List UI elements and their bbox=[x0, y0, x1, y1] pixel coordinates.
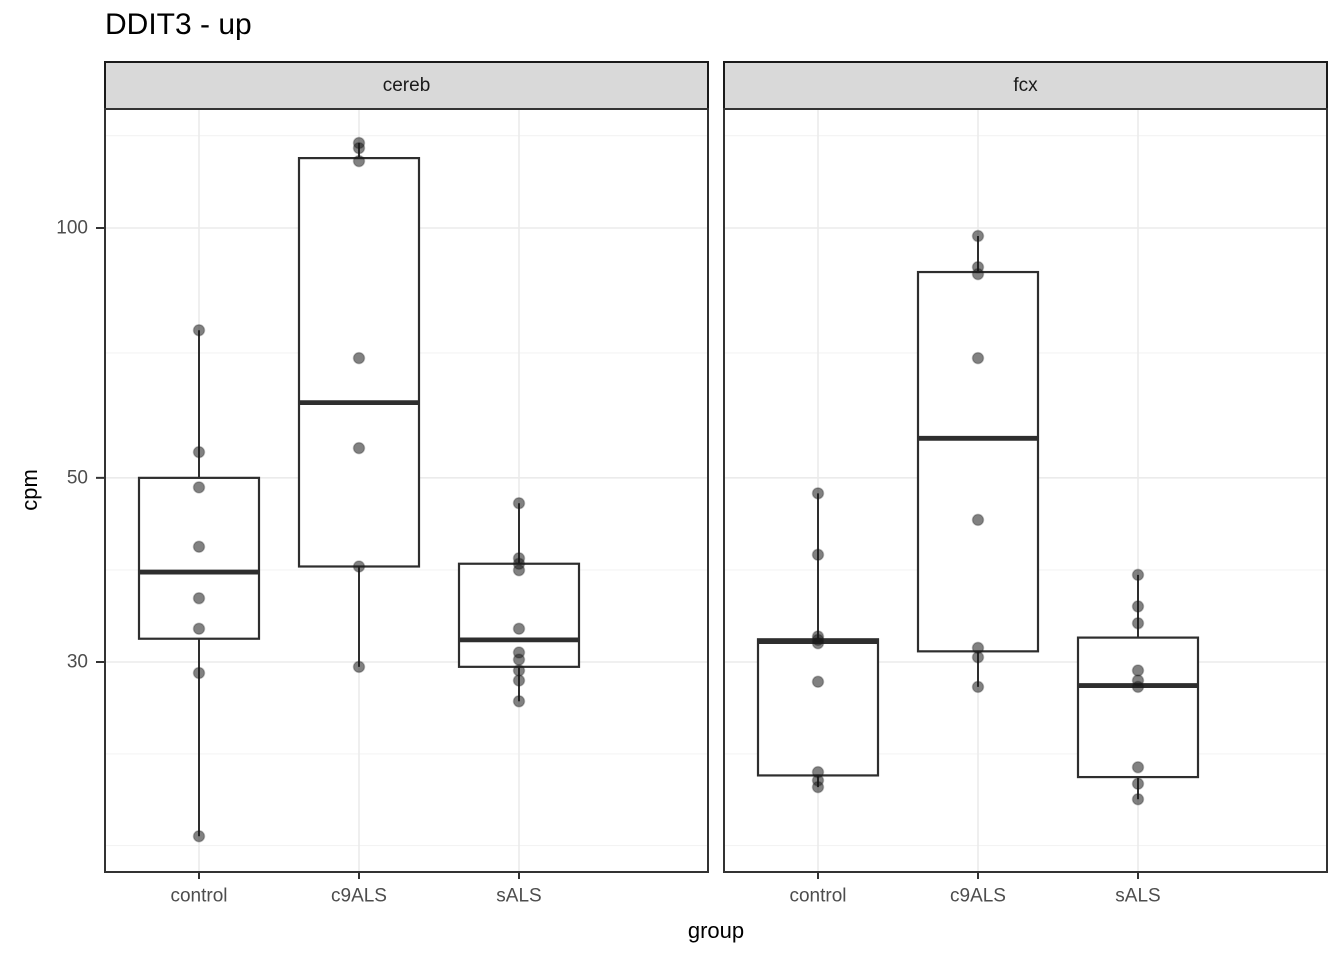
data-point bbox=[971, 650, 985, 664]
data-point bbox=[352, 660, 366, 674]
box-cereb-c9ALS bbox=[297, 156, 421, 568]
data-point bbox=[971, 267, 985, 281]
data-point bbox=[1131, 761, 1145, 774]
data-point bbox=[811, 780, 825, 794]
y-tick-label: 30 bbox=[67, 651, 88, 672]
data-point bbox=[1131, 680, 1145, 694]
data-point bbox=[971, 513, 985, 527]
data-point bbox=[192, 324, 206, 337]
box-fcx-c9ALS bbox=[916, 270, 1040, 653]
data-point bbox=[811, 637, 825, 650]
x-tick-label: sALS bbox=[1115, 886, 1160, 907]
box-fcx-sALS bbox=[1076, 636, 1200, 779]
data-point bbox=[1131, 568, 1145, 582]
x-tick-label: control bbox=[170, 886, 227, 907]
data-point bbox=[352, 351, 366, 365]
facet-strip bbox=[723, 61, 1328, 110]
data-point bbox=[811, 487, 825, 500]
data-point bbox=[971, 680, 985, 694]
data-point bbox=[1131, 617, 1145, 630]
data-point bbox=[811, 548, 825, 561]
data-point bbox=[512, 653, 526, 666]
data-point bbox=[1131, 600, 1145, 613]
data-point bbox=[192, 481, 206, 494]
x-tick-label: sALS bbox=[496, 886, 541, 907]
data-point bbox=[352, 141, 366, 155]
data-point bbox=[811, 675, 825, 688]
y-tick-label: 50 bbox=[67, 467, 88, 488]
data-point bbox=[192, 540, 206, 554]
y-tick-label: 100 bbox=[56, 218, 88, 239]
box-cereb-control bbox=[137, 476, 261, 640]
data-point bbox=[352, 441, 366, 455]
data-point bbox=[192, 622, 206, 635]
data-point bbox=[512, 563, 526, 577]
data-point bbox=[512, 674, 526, 687]
x-tick-label: c9ALS bbox=[331, 886, 387, 907]
data-point bbox=[512, 496, 526, 510]
data-point bbox=[512, 695, 526, 708]
data-point bbox=[512, 622, 526, 635]
box-fcx-control bbox=[756, 638, 880, 777]
chart-title: DDIT3 - up bbox=[105, 8, 252, 41]
data-point bbox=[192, 592, 206, 605]
facet-strip-label: cereb bbox=[383, 75, 431, 96]
data-point bbox=[192, 829, 206, 843]
data-point bbox=[352, 560, 366, 573]
data-point bbox=[1131, 792, 1145, 806]
data-point bbox=[971, 351, 985, 365]
x-axis-label: group bbox=[687, 918, 745, 943]
panel-border bbox=[723, 108, 1328, 873]
x-tick-label: c9ALS bbox=[950, 886, 1006, 907]
data-point bbox=[1131, 777, 1145, 791]
data-point bbox=[352, 154, 366, 168]
x-tick-label: control bbox=[789, 886, 846, 907]
panel-border bbox=[104, 108, 709, 873]
data-point bbox=[971, 229, 985, 243]
data-point bbox=[192, 445, 206, 459]
data-point bbox=[192, 666, 206, 680]
facet-strip-label: fcx bbox=[1013, 75, 1038, 96]
